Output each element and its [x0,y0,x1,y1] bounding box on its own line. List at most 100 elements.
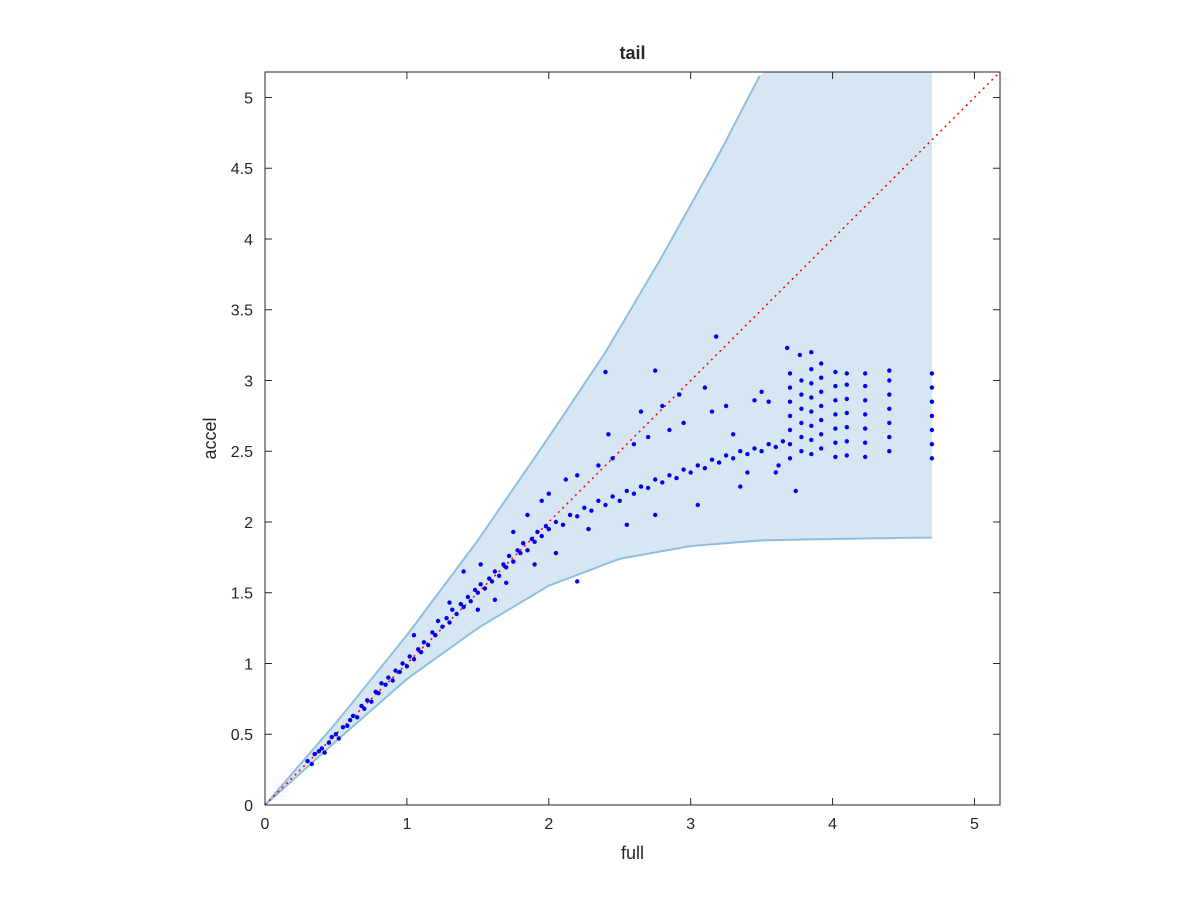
data-point [833,369,838,375]
data-point [393,668,398,673]
data-point [809,350,814,355]
data-point [773,470,778,475]
data-point [833,412,838,417]
data-point [809,423,814,428]
data-point [521,541,526,546]
data-point [844,371,849,376]
x-tick-label: 4 [828,816,837,833]
data-point [702,466,708,471]
data-point [631,442,637,447]
data-point [677,392,682,397]
data-point [589,508,594,513]
data-point [340,725,346,730]
data-point [603,502,608,508]
data-point [461,569,466,574]
data-point [787,427,793,433]
data-point [809,409,814,414]
data-point [863,412,868,417]
data-point [326,740,332,745]
data-point [546,491,551,496]
data-point [929,413,935,419]
data-point [603,369,608,375]
data-point [645,485,651,491]
data-point [329,734,334,740]
data-point [404,664,410,669]
x-axis-ticks: 0 1 2 3 4 5 [261,72,979,833]
y-tick-label: 4.5 [231,161,253,178]
data-point [833,440,838,445]
y-tick-label: 3.5 [231,303,253,320]
data-point [492,597,498,602]
data-point [887,449,892,454]
data-point [833,383,838,389]
data-point [709,457,715,462]
data-point [929,385,935,390]
data-point [478,582,483,587]
y-tick-label: 5 [244,90,253,107]
band-fill [265,72,932,805]
data-point [809,437,814,443]
data-point [645,434,651,440]
data-point [383,682,388,687]
data-point [433,633,438,638]
data-point [447,600,452,605]
data-point [799,434,804,440]
x-tick-label: 1 [402,816,411,833]
data-point [355,715,360,720]
data-point [887,368,892,373]
data-point [461,604,466,610]
data-point [426,642,431,648]
data-point [653,477,658,482]
data-point [674,475,679,481]
data-point [787,371,793,376]
data-point [606,432,611,437]
data-point [929,456,935,461]
data-point [376,691,381,696]
data-point [582,505,587,510]
data-point [482,586,488,591]
data-point [610,456,615,461]
data-point [785,345,790,351]
band-lower-edge [264,536,932,806]
data-point [702,385,708,390]
data-point [844,453,849,458]
data-point [333,732,339,737]
data-point [400,661,405,666]
data-point [819,446,824,451]
data-point [887,420,892,426]
y-axis-ticks: 0 0.5 1 1.5 2 2.5 3 3.5 4 4.5 5 [231,90,1000,815]
data-point [345,723,350,728]
data-point [350,713,356,719]
y-tick-label: 1 [244,656,253,673]
y-tick-label: 1.5 [231,586,253,603]
data-point [863,426,868,431]
data-point [525,548,530,553]
data-point [809,395,814,400]
data-point [833,454,838,460]
data-point [695,502,700,508]
data-point [738,449,743,454]
x-tick-label: 3 [686,816,695,833]
data-point [787,399,793,404]
data-point [617,498,622,503]
data-point [511,529,516,535]
data-point [386,675,391,680]
data-point [489,579,495,584]
data-point [518,550,523,556]
data-point [454,611,459,617]
data-point [863,454,868,460]
data-point [833,398,838,403]
data-point [809,451,814,457]
y-tick-label: 0 [244,798,253,815]
data-point [667,427,672,433]
y-tick-label: 0.5 [231,727,253,744]
data-point [624,488,629,494]
data-point [458,601,463,607]
data-point [515,548,520,553]
data-point [553,519,559,525]
data-point [450,607,455,612]
data-point [887,434,892,440]
data-point [411,633,417,638]
data-point [435,618,441,624]
